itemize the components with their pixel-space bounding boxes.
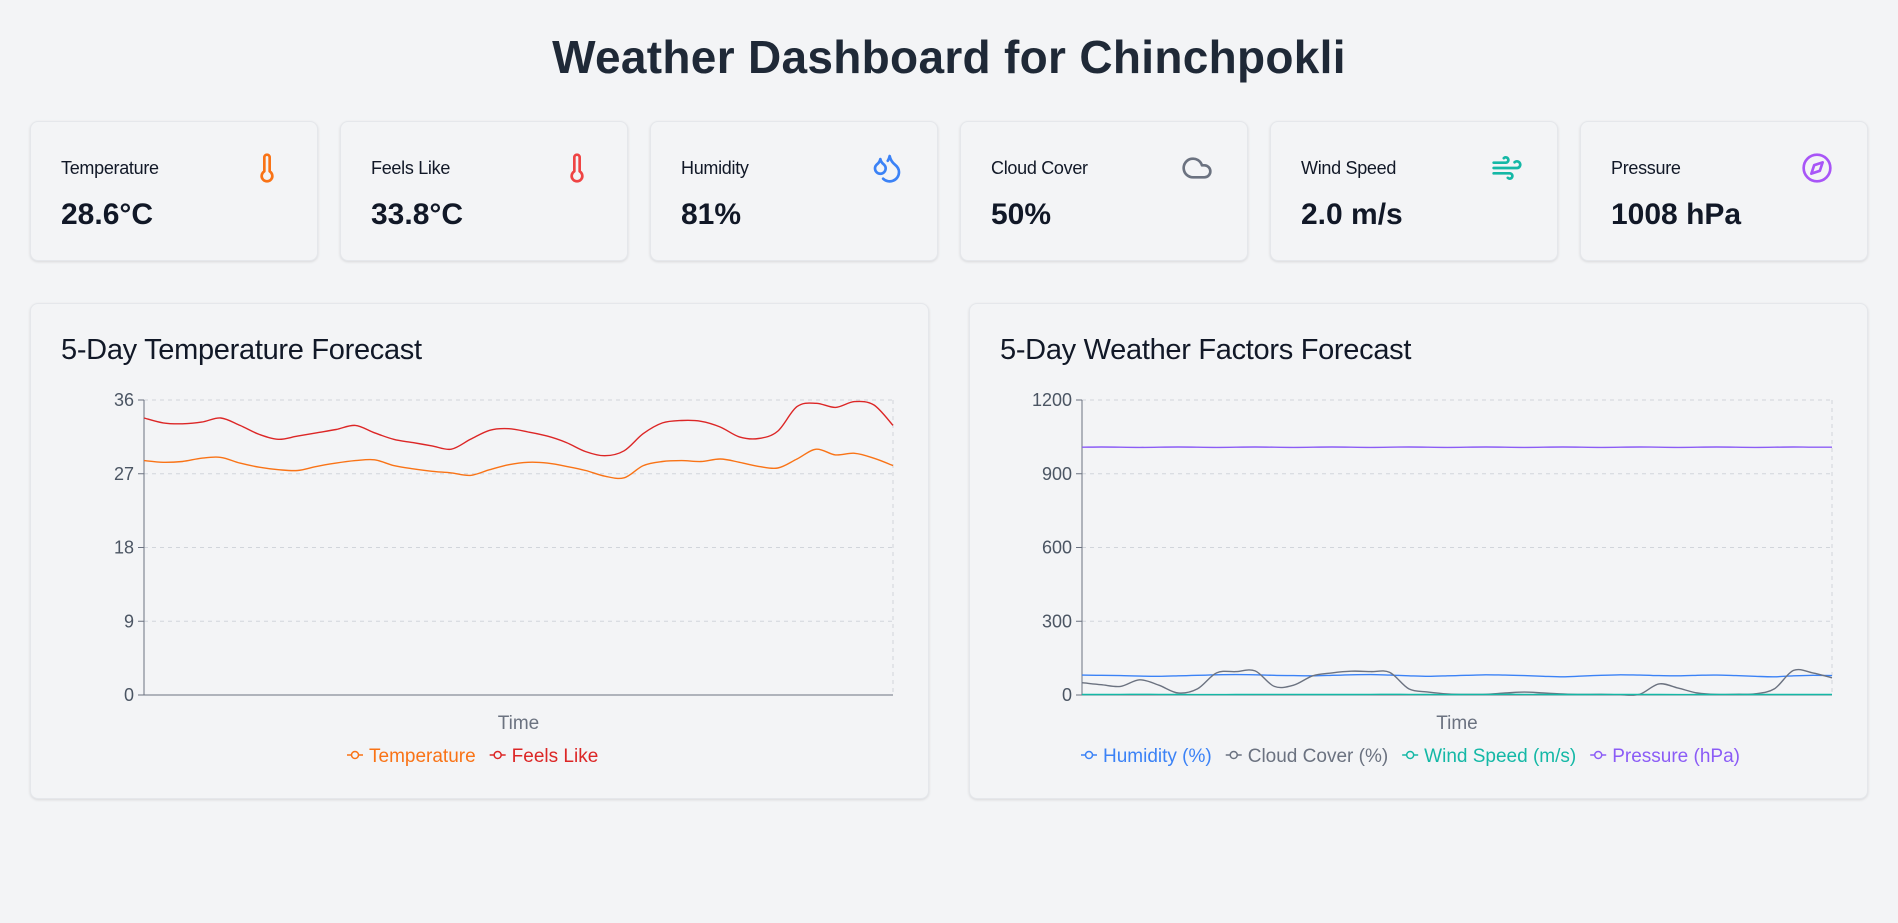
stat-card-humidity: Humidity 81% — [650, 121, 938, 261]
legend-item-feels-like[interactable]: Feels Like — [489, 746, 599, 767]
legend-label: Feels Like — [512, 746, 599, 767]
series-line-cloud-cover — [1081, 668, 1833, 696]
series-line-humidity — [1081, 673, 1833, 678]
legend-label: Wind Speed (m/s) — [1424, 746, 1576, 767]
y-tick-label: 0 — [124, 685, 134, 705]
y-tick-label: 600 — [1042, 538, 1072, 558]
chart-title: 5-Day Weather Factors Forecast — [1000, 334, 1412, 366]
legend-marker — [1593, 750, 1603, 760]
x-axis-label: Time — [498, 713, 540, 734]
compass-icon — [1801, 152, 1833, 184]
series-line-temperature — [143, 448, 894, 480]
y-tick-label: 300 — [1042, 611, 1072, 631]
stat-value: 1008 hPa — [1611, 198, 1742, 231]
stat-card-temperature: Temperature 28.6°C — [30, 121, 318, 261]
legend-item-wind-speed-m-s[interactable]: Wind Speed (m/s) — [1402, 746, 1576, 767]
legend-item-cloud-cover[interactable]: Cloud Cover (%) — [1225, 746, 1388, 767]
y-tick-label: 36 — [114, 390, 134, 410]
weather-factors-forecast-card: 5-Day Weather Factors Forecast 0 300 600 90… — [969, 303, 1868, 799]
legend-marker — [493, 750, 502, 760]
legend-label: Temperature — [369, 746, 476, 767]
legend-item-temperature[interactable]: Temperature — [347, 746, 476, 767]
legend-label: Humidity (%) — [1103, 746, 1212, 767]
stat-label: Feels Like — [371, 158, 451, 178]
y-tick-label: 900 — [1042, 464, 1072, 484]
legend-marker — [350, 750, 360, 760]
y-tick-label: 9 — [124, 611, 134, 631]
legend-marker — [1405, 750, 1415, 760]
temperature-forecast-card: 5-Day Temperature Forecast 0 9 18 27 36 Time T… — [30, 303, 929, 799]
page-title: Weather Dashboard for Chinchpokli — [552, 31, 1346, 83]
y-tick-label: 27 — [114, 464, 134, 484]
stat-value: 50% — [991, 198, 1052, 231]
legend-marker — [1229, 750, 1238, 760]
thermometer-icon — [561, 152, 593, 184]
y-tick-label: 1200 — [1032, 390, 1072, 410]
stat-value: 33.8°C — [371, 198, 464, 231]
legend-item-humidity[interactable]: Humidity (%) — [1081, 746, 1212, 767]
stat-value: 2.0 m/s — [1301, 198, 1403, 231]
series-line-feels-like — [143, 400, 894, 457]
legend-marker — [1084, 750, 1094, 760]
wind-icon — [1491, 152, 1523, 184]
y-tick-label: 0 — [1062, 685, 1072, 705]
cloud-icon — [1181, 152, 1213, 184]
x-axis-label: Time — [1436, 713, 1478, 734]
chart-title: 5-Day Temperature Forecast — [61, 334, 422, 366]
weather-factors-forecast-chart: 0 300 600 900 1200 Time Humidity (%) Cloud Cove… — [1032, 390, 1833, 767]
legend-item-pressure-hpa[interactable]: Pressure (hPa) — [1590, 746, 1740, 767]
stat-label: Cloud Cover — [991, 158, 1088, 178]
stat-value: 28.6°C — [61, 198, 154, 231]
stat-card-pressure: Pressure 1008 hPa — [1580, 121, 1868, 261]
legend-label: Cloud Cover (%) — [1248, 746, 1388, 767]
stat-card-wind-speed: Wind Speed 2.0 m/s — [1270, 121, 1558, 261]
stat-label: Pressure — [1611, 158, 1681, 178]
stat-label: Wind Speed — [1301, 158, 1397, 178]
stat-label: Humidity — [681, 158, 749, 178]
droplets-icon — [871, 152, 903, 184]
stat-value: 81% — [681, 198, 742, 231]
stat-label: Temperature — [61, 158, 159, 178]
temperature-forecast-chart: 0 9 18 27 36 Time Temperature Feels Like — [114, 390, 894, 767]
thermometer-icon — [251, 152, 283, 184]
legend-label: Pressure (hPa) — [1612, 746, 1740, 767]
stat-card-cloud-cover: Cloud Cover 50% — [960, 121, 1248, 261]
y-tick-label: 18 — [114, 538, 134, 558]
stat-card-feels-like: Feels Like 33.8°C — [340, 121, 628, 261]
